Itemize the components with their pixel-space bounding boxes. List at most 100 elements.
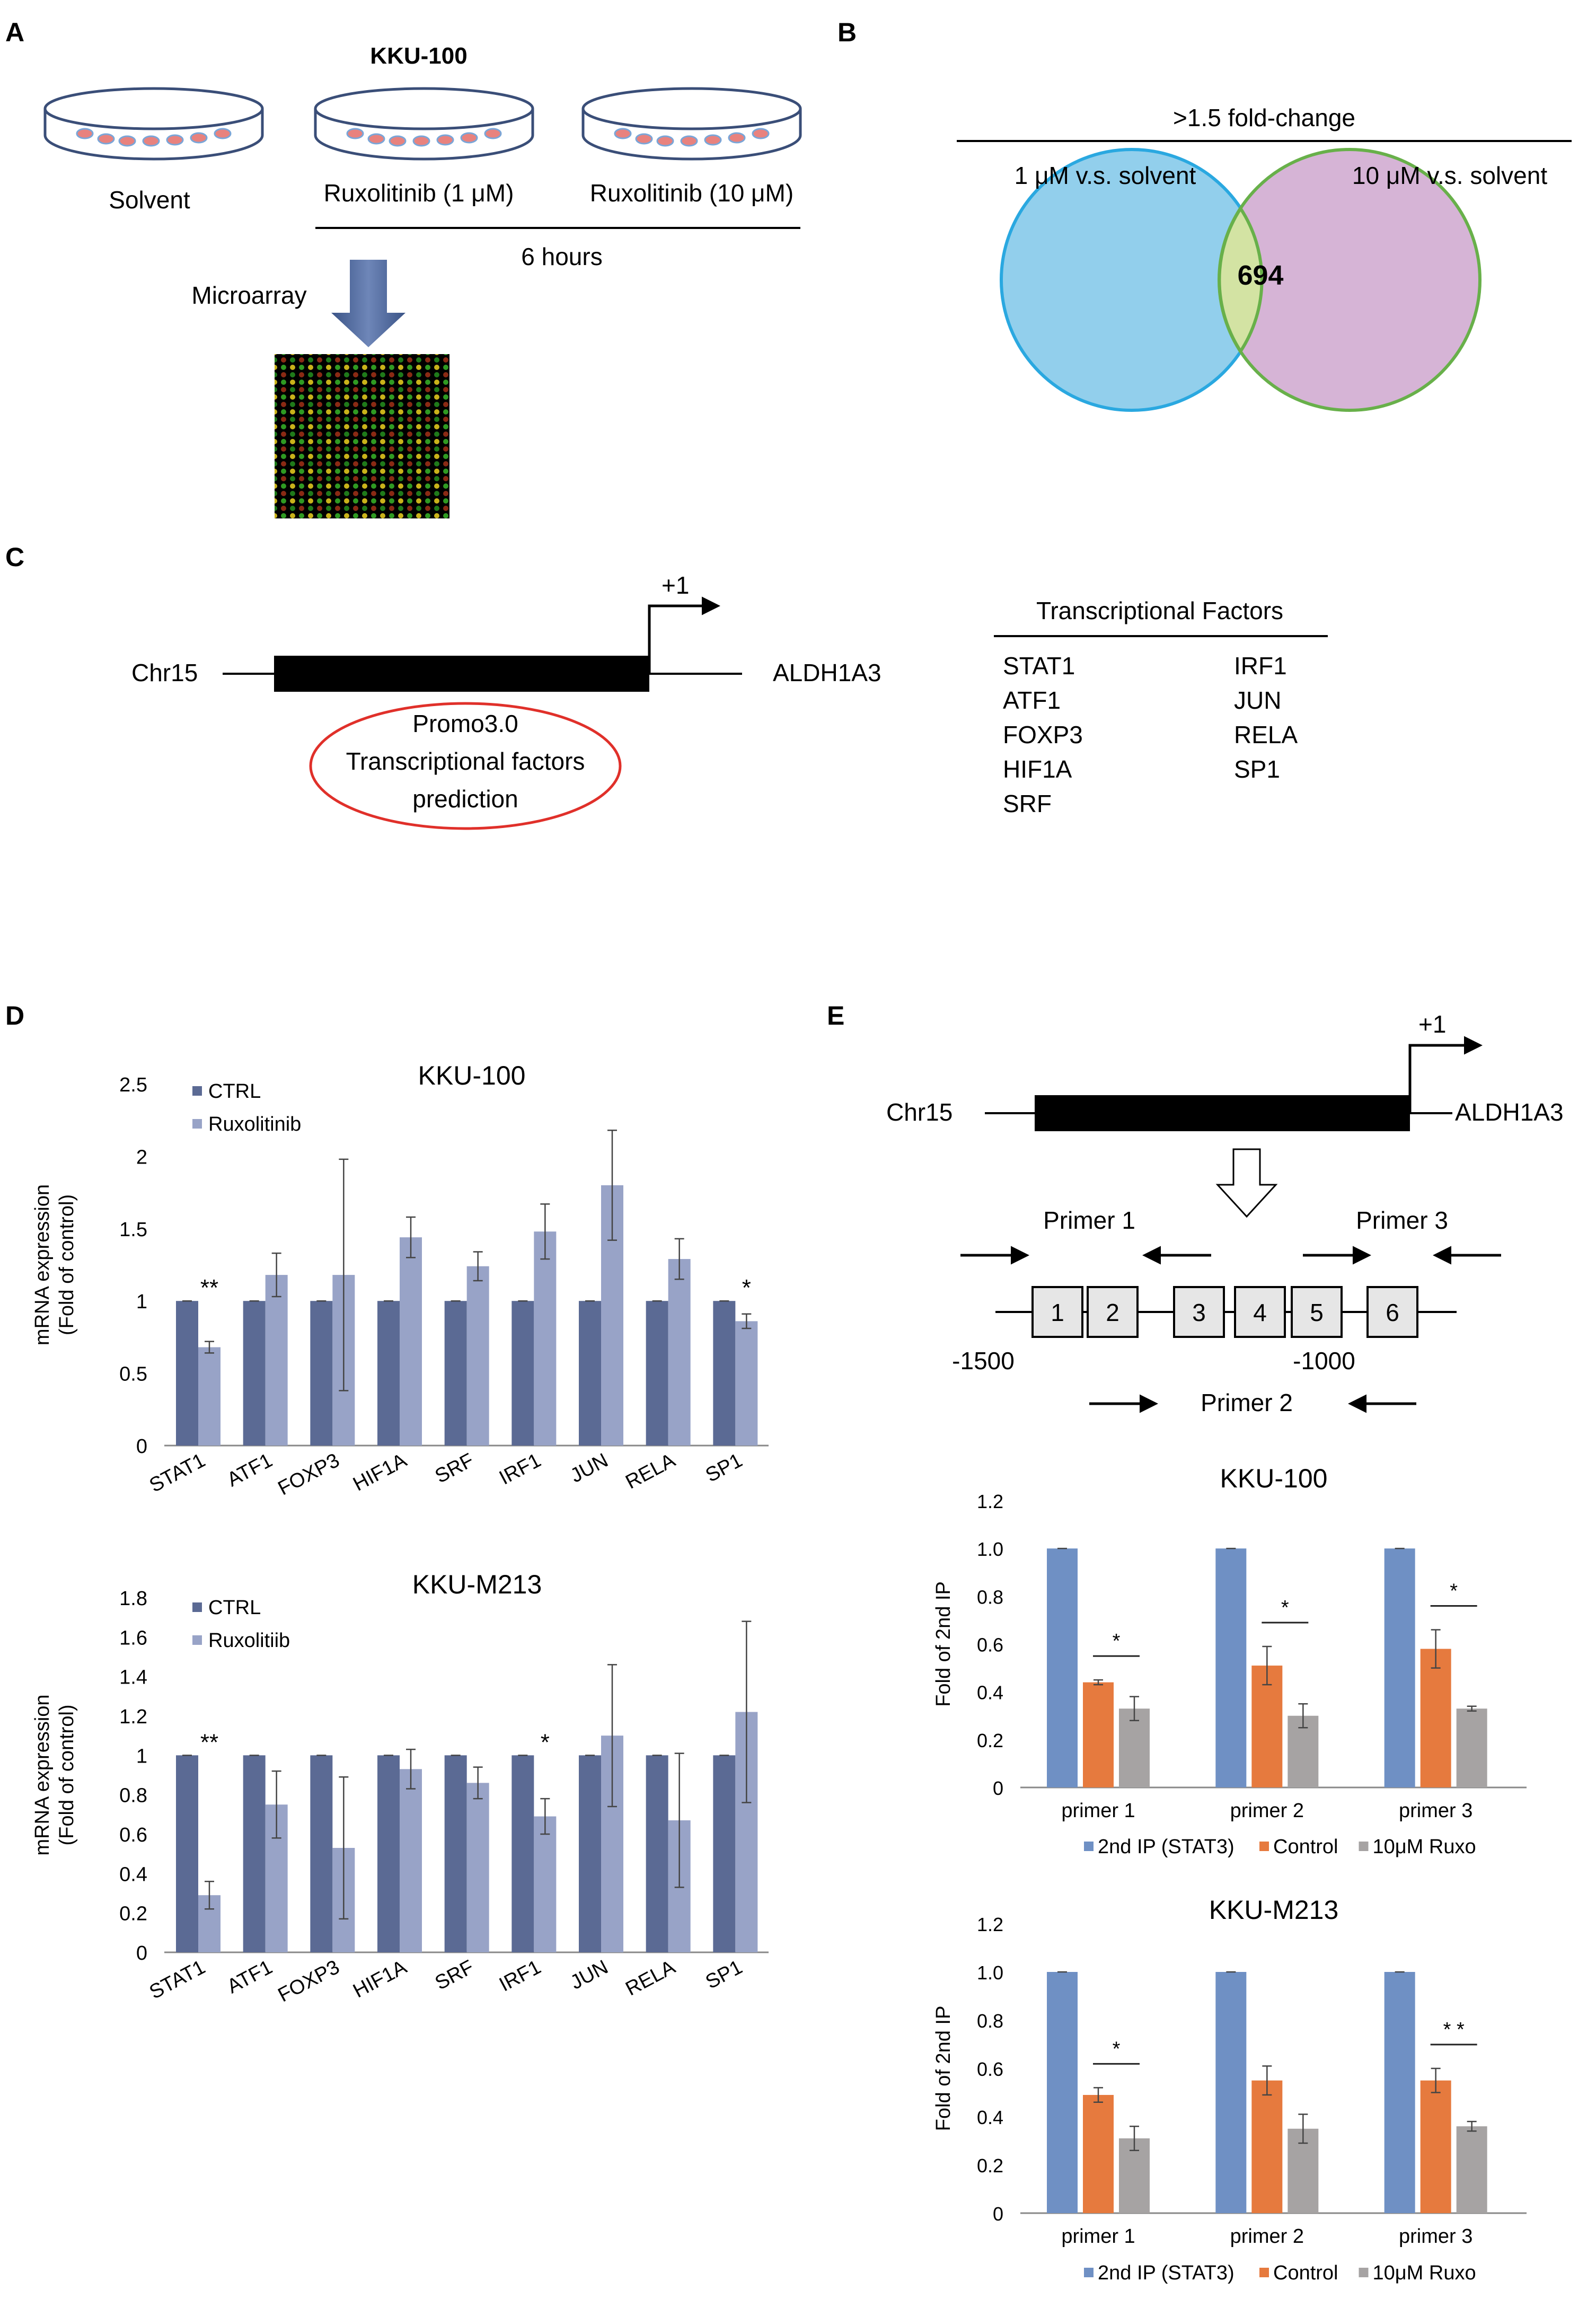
tss-arrow-icon <box>1408 1036 1483 1113</box>
bar-HIF1A-1 <box>400 1769 422 1952</box>
bar-primer-1-1 <box>1083 2095 1114 2213</box>
legend-swatch <box>192 1119 202 1129</box>
bar-primer-2-1 <box>1251 2080 1283 2213</box>
binding-site-box <box>1366 1286 1418 1338</box>
significance-mark: ** <box>200 1729 218 1755</box>
x-tick-label: primer 3 <box>1399 2225 1472 2248</box>
y-tick-label: 0.6 <box>977 1634 1003 1656</box>
chart-title: KKU-M213 <box>1209 1895 1339 1925</box>
panel-e: E Chr15 +1 ALDH1A3 Primer 1 Primer 3 1 2 3… <box>827 1001 1564 2284</box>
bar-primer-1-1 <box>1083 1682 1114 1787</box>
down-arrow-icon <box>331 260 405 347</box>
binding-site-box <box>1291 1286 1343 1338</box>
y-tick-label: 0 <box>136 1942 147 1965</box>
x-tick-label: FOXP3 <box>275 1956 343 2007</box>
x-tick-label: STAT1 <box>146 1956 209 2004</box>
bar-FOXP3-0 <box>310 1301 333 1446</box>
significance-mark: * <box>742 1275 751 1301</box>
position-label: -1500 <box>952 1347 1015 1375</box>
bar-primer-3-2 <box>1456 2126 1487 2213</box>
bar-HIF1A-0 <box>377 1755 400 1952</box>
venn-right-label: 10 μM v.s. solvent <box>1352 162 1547 189</box>
tf-item: HIF1A <box>1003 755 1072 783</box>
method-label: Microarray <box>191 281 306 309</box>
legend-label: Control <box>1273 2262 1338 2284</box>
bar-RELA-1 <box>668 1259 691 1446</box>
tss-arrow-icon <box>648 596 720 674</box>
legend-label: Ruxolitinib <box>208 1113 301 1135</box>
tf-item: SRF <box>1003 790 1052 817</box>
bar-IRF1-0 <box>512 1301 534 1446</box>
legend-swatch <box>192 1635 202 1645</box>
microarray-image <box>275 354 449 518</box>
legend-swatch <box>192 1086 202 1096</box>
bar-primer-2-1 <box>1251 1666 1283 1787</box>
panel-c: C Chr15 +1 ALDH1A3 Promo3.0 Transcriptio… <box>5 542 1328 830</box>
bar-SRF-1 <box>466 1783 489 1952</box>
bar-primer-1-0 <box>1047 1548 1078 1787</box>
position-label: -1000 <box>1293 1347 1355 1375</box>
dish-label-ruxolitinib-1: Ruxolitinib (1 μM) <box>324 179 514 207</box>
bar-primer-3-0 <box>1384 1548 1415 1787</box>
bar-primer-3-1 <box>1420 1649 1451 1787</box>
hollow-down-arrow-icon <box>1215 1148 1278 1218</box>
prediction-line-2: Transcriptional factors <box>346 747 585 775</box>
panel-b: B >1.5 fold-change 1 μM v.s. solvent 10 … <box>837 17 1572 412</box>
significance-mark: * <box>1450 1580 1458 1602</box>
prediction-ellipse <box>309 702 622 830</box>
gene-label: ALDH1A3 <box>773 659 881 686</box>
bar-SP1-1 <box>735 1321 758 1446</box>
significance-mark: * <box>541 1729 550 1755</box>
panel-label: D <box>5 1001 24 1030</box>
promoter-box <box>1035 1095 1410 1131</box>
panel-label: C <box>5 542 24 572</box>
y-tick-label: 1.6 <box>119 1627 147 1649</box>
legend-swatch <box>1359 2268 1369 2277</box>
bar-ATF1-0 <box>243 1301 266 1446</box>
duration-label: 6 hours <box>521 243 602 270</box>
bar-primer-1-0 <box>1047 1972 1078 2213</box>
bar-RELA-0 <box>646 1755 668 1952</box>
tf-item: SP1 <box>1234 755 1280 783</box>
y-tick-label: 0.4 <box>977 1682 1003 1704</box>
binding-site-label: 1 <box>1051 1299 1064 1326</box>
x-tick-label: SRF <box>431 1449 478 1488</box>
bar-RELA-0 <box>646 1301 668 1446</box>
legend-swatch <box>1084 2268 1094 2277</box>
y-tick-label: 1.5 <box>119 1219 147 1241</box>
bar-SRF-0 <box>444 1301 467 1446</box>
legend-label: 10μM Ruxo <box>1373 1836 1476 1858</box>
legend-swatch <box>1259 2268 1269 2277</box>
significance-mark: * <box>1113 1630 1121 1652</box>
binding-site-box <box>1031 1286 1083 1338</box>
bar-FOXP3-0 <box>310 1755 333 1952</box>
x-tick-label: SP1 <box>702 1449 746 1487</box>
petri-dish-solvent <box>43 87 264 161</box>
x-tick-label: FOXP3 <box>275 1449 343 1500</box>
legend-swatch <box>1259 1842 1269 1851</box>
y-tick-label: 0.8 <box>977 1586 1003 1608</box>
y-axis-label: Fold of 2nd IP <box>932 1581 955 1707</box>
x-tick-label: JUN <box>567 1449 612 1487</box>
prediction-line-1: Promo3.0 <box>412 710 518 737</box>
binding-site-box <box>1087 1286 1139 1338</box>
bar-primer-3-2 <box>1456 1708 1487 1787</box>
y-tick-label: 0.8 <box>119 1785 147 1807</box>
y-tick-label: 0.2 <box>119 1903 147 1925</box>
binding-site-label: 5 <box>1310 1299 1324 1326</box>
chromosome-label: Chr15 <box>131 659 198 686</box>
x-tick-label: ATF1 <box>224 1449 276 1491</box>
bar-ATF1-0 <box>243 1755 266 1952</box>
chart-title: KKU-M213 <box>412 1570 542 1599</box>
significance-mark: ** <box>200 1275 218 1301</box>
y-tick-label: 1.8 <box>119 1588 147 1610</box>
y-tick-label: 1 <box>136 1745 147 1767</box>
tf-item: FOXP3 <box>1003 721 1083 748</box>
binding-site-box <box>1173 1286 1225 1338</box>
legend-label: 2nd IP (STAT3) <box>1098 2262 1235 2284</box>
chart-d-kku100: 0 0.5 1 1.5 2 2.5 KKU-100 mRNA expression (Fold … <box>31 1061 769 1500</box>
y-tick-label: 0.5 <box>119 1363 147 1386</box>
chart-e-kkum213: 0 0.2 0.4 0.6 0.8 1.0 1.2 KKU-M213 Fold of 2nd I… <box>932 1895 1527 2284</box>
x-tick-label: IRF1 <box>496 1956 544 1996</box>
